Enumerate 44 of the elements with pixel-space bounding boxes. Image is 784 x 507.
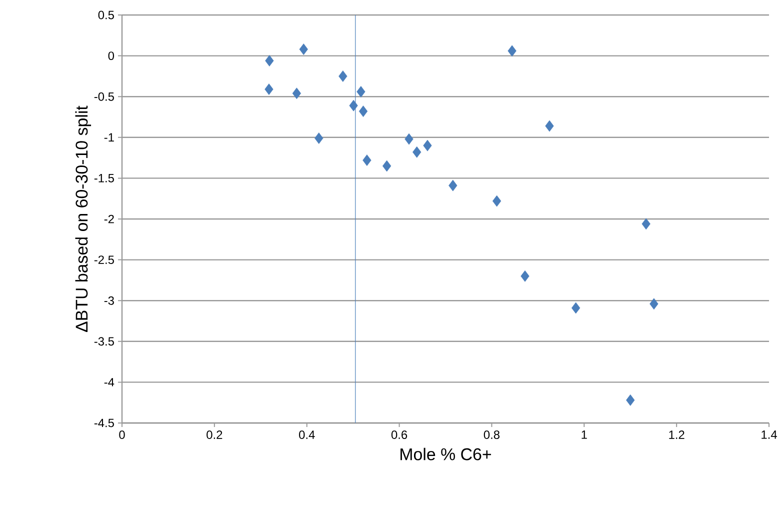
point <box>423 140 432 152</box>
y-tick-label: 0 <box>108 52 114 60</box>
point <box>265 54 274 66</box>
point <box>356 86 366 98</box>
y-tick-label: -1 <box>104 133 114 142</box>
point <box>642 218 650 230</box>
point <box>520 270 530 282</box>
point <box>448 180 458 192</box>
point <box>650 298 658 310</box>
x-tick-label: 1.2 <box>669 430 684 439</box>
point <box>264 84 274 95</box>
point <box>412 146 422 158</box>
point <box>545 120 554 132</box>
x-tick-label: 0.6 <box>391 430 408 439</box>
x-tick-label: 0.8 <box>484 430 500 439</box>
y-tick-label: -3 <box>104 296 114 305</box>
y-tick-label: -1.5 <box>94 174 114 182</box>
point <box>299 44 308 55</box>
point <box>349 100 358 112</box>
point <box>382 160 392 172</box>
point <box>292 88 302 100</box>
point <box>338 70 348 82</box>
point <box>358 106 368 117</box>
x-axis-title: Mole % C6+ <box>400 448 492 460</box>
y-tick-label: -3.5 <box>94 337 114 346</box>
point <box>314 132 324 144</box>
x-tick-label: 0 <box>119 430 125 439</box>
y-tick-label: -4 <box>104 378 114 386</box>
y-tick-label: -4.5 <box>94 418 114 428</box>
y-tick-label: -2.5 <box>94 256 114 264</box>
x-tick-label: 0.2 <box>206 430 222 439</box>
point <box>572 302 580 314</box>
y-tick-label: 0.5 <box>98 10 114 20</box>
y-tick-label: -0.5 <box>94 92 114 101</box>
y-tick-label: -2 <box>104 214 114 224</box>
x-tick-label: 1.4 <box>762 430 777 439</box>
point <box>626 394 635 406</box>
y-axis-title: ΔBTU based on 60-30-10 split <box>75 106 92 332</box>
point <box>404 133 414 145</box>
point <box>508 45 516 57</box>
point <box>362 154 372 166</box>
x-tick-label: 0.4 <box>299 430 315 439</box>
point <box>492 195 502 207</box>
x-tick-label: 1 <box>582 430 587 439</box>
